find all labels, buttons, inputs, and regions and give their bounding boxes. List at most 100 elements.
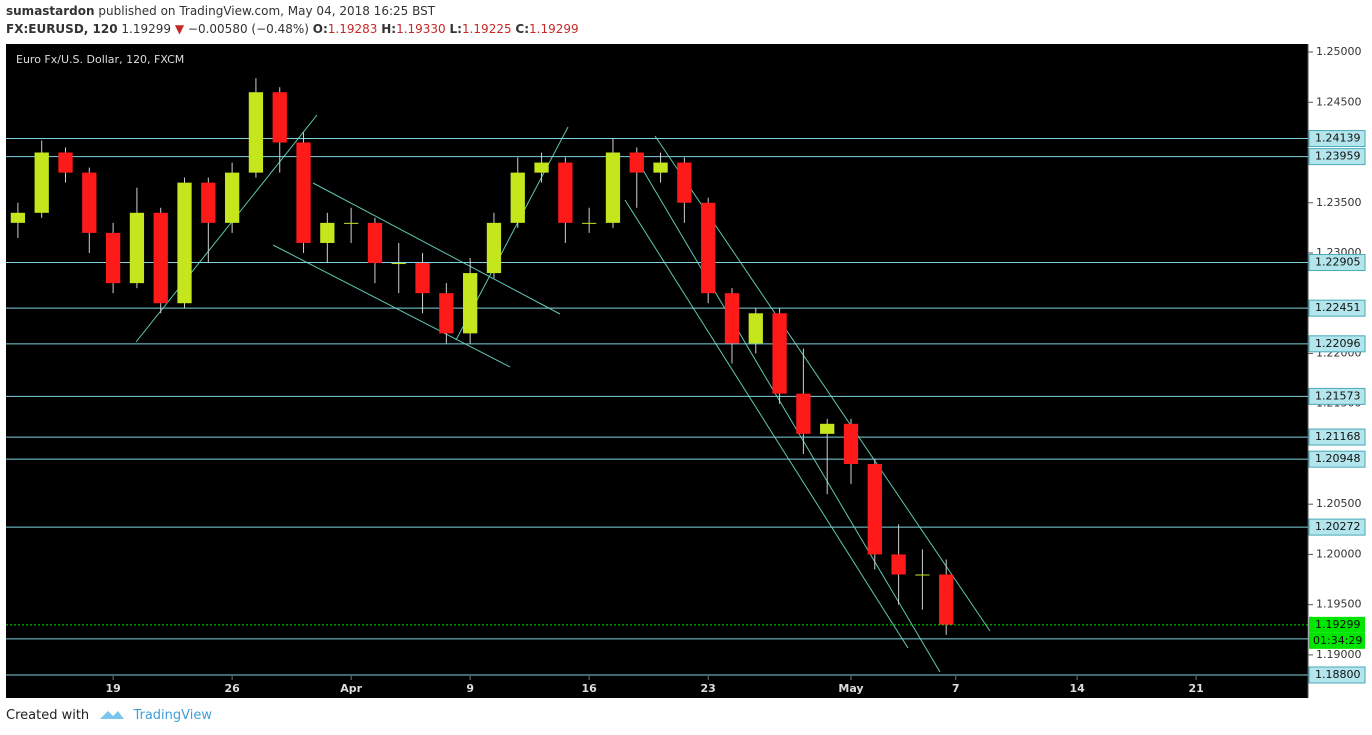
c: 1.19299 [529,22,579,36]
candle-body [582,222,597,224]
y-tick-label: 1.23500 [1316,196,1362,209]
candle-body [534,162,549,173]
change: −0.00580 (−0.48%) [187,22,309,36]
x-tick-label: 16 [582,682,598,695]
candle-body [272,92,287,143]
trend-line [135,114,318,343]
countdown: 01:34:29 [1313,634,1362,647]
level-tag [1308,450,1366,468]
candle-body [105,232,121,284]
l-label: L: [449,22,462,36]
candle-body [10,212,26,223]
candle-body [867,463,882,555]
level-tag [1308,387,1366,405]
footer: Created with TradingView [6,708,212,723]
x-tick-label: 7 [952,682,960,695]
chart: Euro Fx/U.S. Dollar, 120, FXCM 1.25000 1.… [6,44,1372,698]
candle-body [343,222,359,224]
l: 1.19225 [461,22,512,36]
candle-body [558,162,573,223]
chart-title: Euro Fx/U.S. Dollar, 120, FXCM [16,53,184,66]
level-label: 1.22096 [1315,337,1361,350]
level-label: 1.23959 [1315,150,1361,163]
candle-body [391,263,406,265]
level-label: 1.22905 [1315,256,1361,269]
symbol: FX:EURUSD, 120 [6,22,118,36]
x-tick-label: 26 [224,682,240,695]
candle-body [605,152,621,223]
logo [100,711,125,719]
level-tag [1308,299,1366,317]
y-tick-label: 1.25000 [1316,45,1362,58]
last: 1.19299 [121,22,172,36]
candle-body [939,574,954,625]
x-tick-label: Apr [340,682,362,695]
trend-line [624,199,909,649]
x-tick-label: 23 [701,682,716,695]
candle-body [820,423,835,434]
y-tick-label: 1.20500 [1316,497,1362,510]
candle-body [748,313,763,344]
level-label: 1.22451 [1315,301,1361,314]
level-tag [1308,335,1366,353]
trend-line [312,182,561,315]
created-with: Created with [6,708,90,723]
candle-body [367,222,383,264]
y-tick-label: 1.20000 [1316,547,1362,560]
level-tag [1308,130,1366,148]
candle-body [415,263,430,294]
c-label: C: [515,22,530,36]
level-label: 1.21573 [1315,389,1361,402]
trend-line [639,164,941,673]
author[interactable]: sumastardon [6,4,95,18]
level-label: 1.18800 [1315,668,1361,681]
brand[interactable]: TradingView [133,708,212,723]
candle-body [510,172,525,223]
arrow: ▼ [174,22,185,36]
level-label: 1.21168 [1315,430,1361,443]
candle-body [463,273,478,334]
candle-body [248,92,264,173]
time-axis [6,676,1308,698]
candle-body [439,293,454,334]
candle-body [677,162,692,203]
candle-body [629,152,644,173]
candle-body [201,182,216,223]
candle-body [34,152,49,213]
level-tag [1308,148,1366,166]
candle-body [915,574,930,576]
plot-area [6,44,1308,676]
y-tick-label: 1.19000 [1316,648,1362,661]
trend-line [272,244,511,368]
candle-body [701,202,716,294]
candle-body [486,222,502,274]
h: 1.19330 [396,22,446,36]
level-tag [1308,254,1366,272]
o: 1.19283 [327,22,378,36]
candle-body [320,222,335,243]
level-tag [1308,428,1366,446]
last-price-label: 1.19299 [1315,618,1361,631]
candle-body [82,172,97,233]
candle-body [724,293,740,344]
candle-body [153,212,168,304]
candle-body [58,152,73,173]
candle-body [296,142,311,243]
candle-body [772,313,787,394]
publish-line: sumastardon published on TradingView.com… [6,4,435,18]
published: published on TradingView.com, May 04, 20… [98,4,436,18]
level-tag [1308,666,1366,684]
level-label: 1.20948 [1315,452,1361,465]
candle-body [891,554,906,575]
candle-body [177,182,192,304]
countdown-tag [1309,632,1365,649]
y-tick-label: 1.19500 [1316,598,1362,611]
level-tag [1308,518,1366,536]
x-tick-label: 21 [1188,682,1203,695]
candle-body [224,172,240,223]
x-tick-label: 9 [466,682,474,695]
ohlc-legend: FX:EURUSD, 120 1.19299 ▼ −0.00580 (−0.48… [6,22,579,36]
candle-body [796,393,811,434]
y-tick-label: 1.24500 [1316,95,1362,108]
